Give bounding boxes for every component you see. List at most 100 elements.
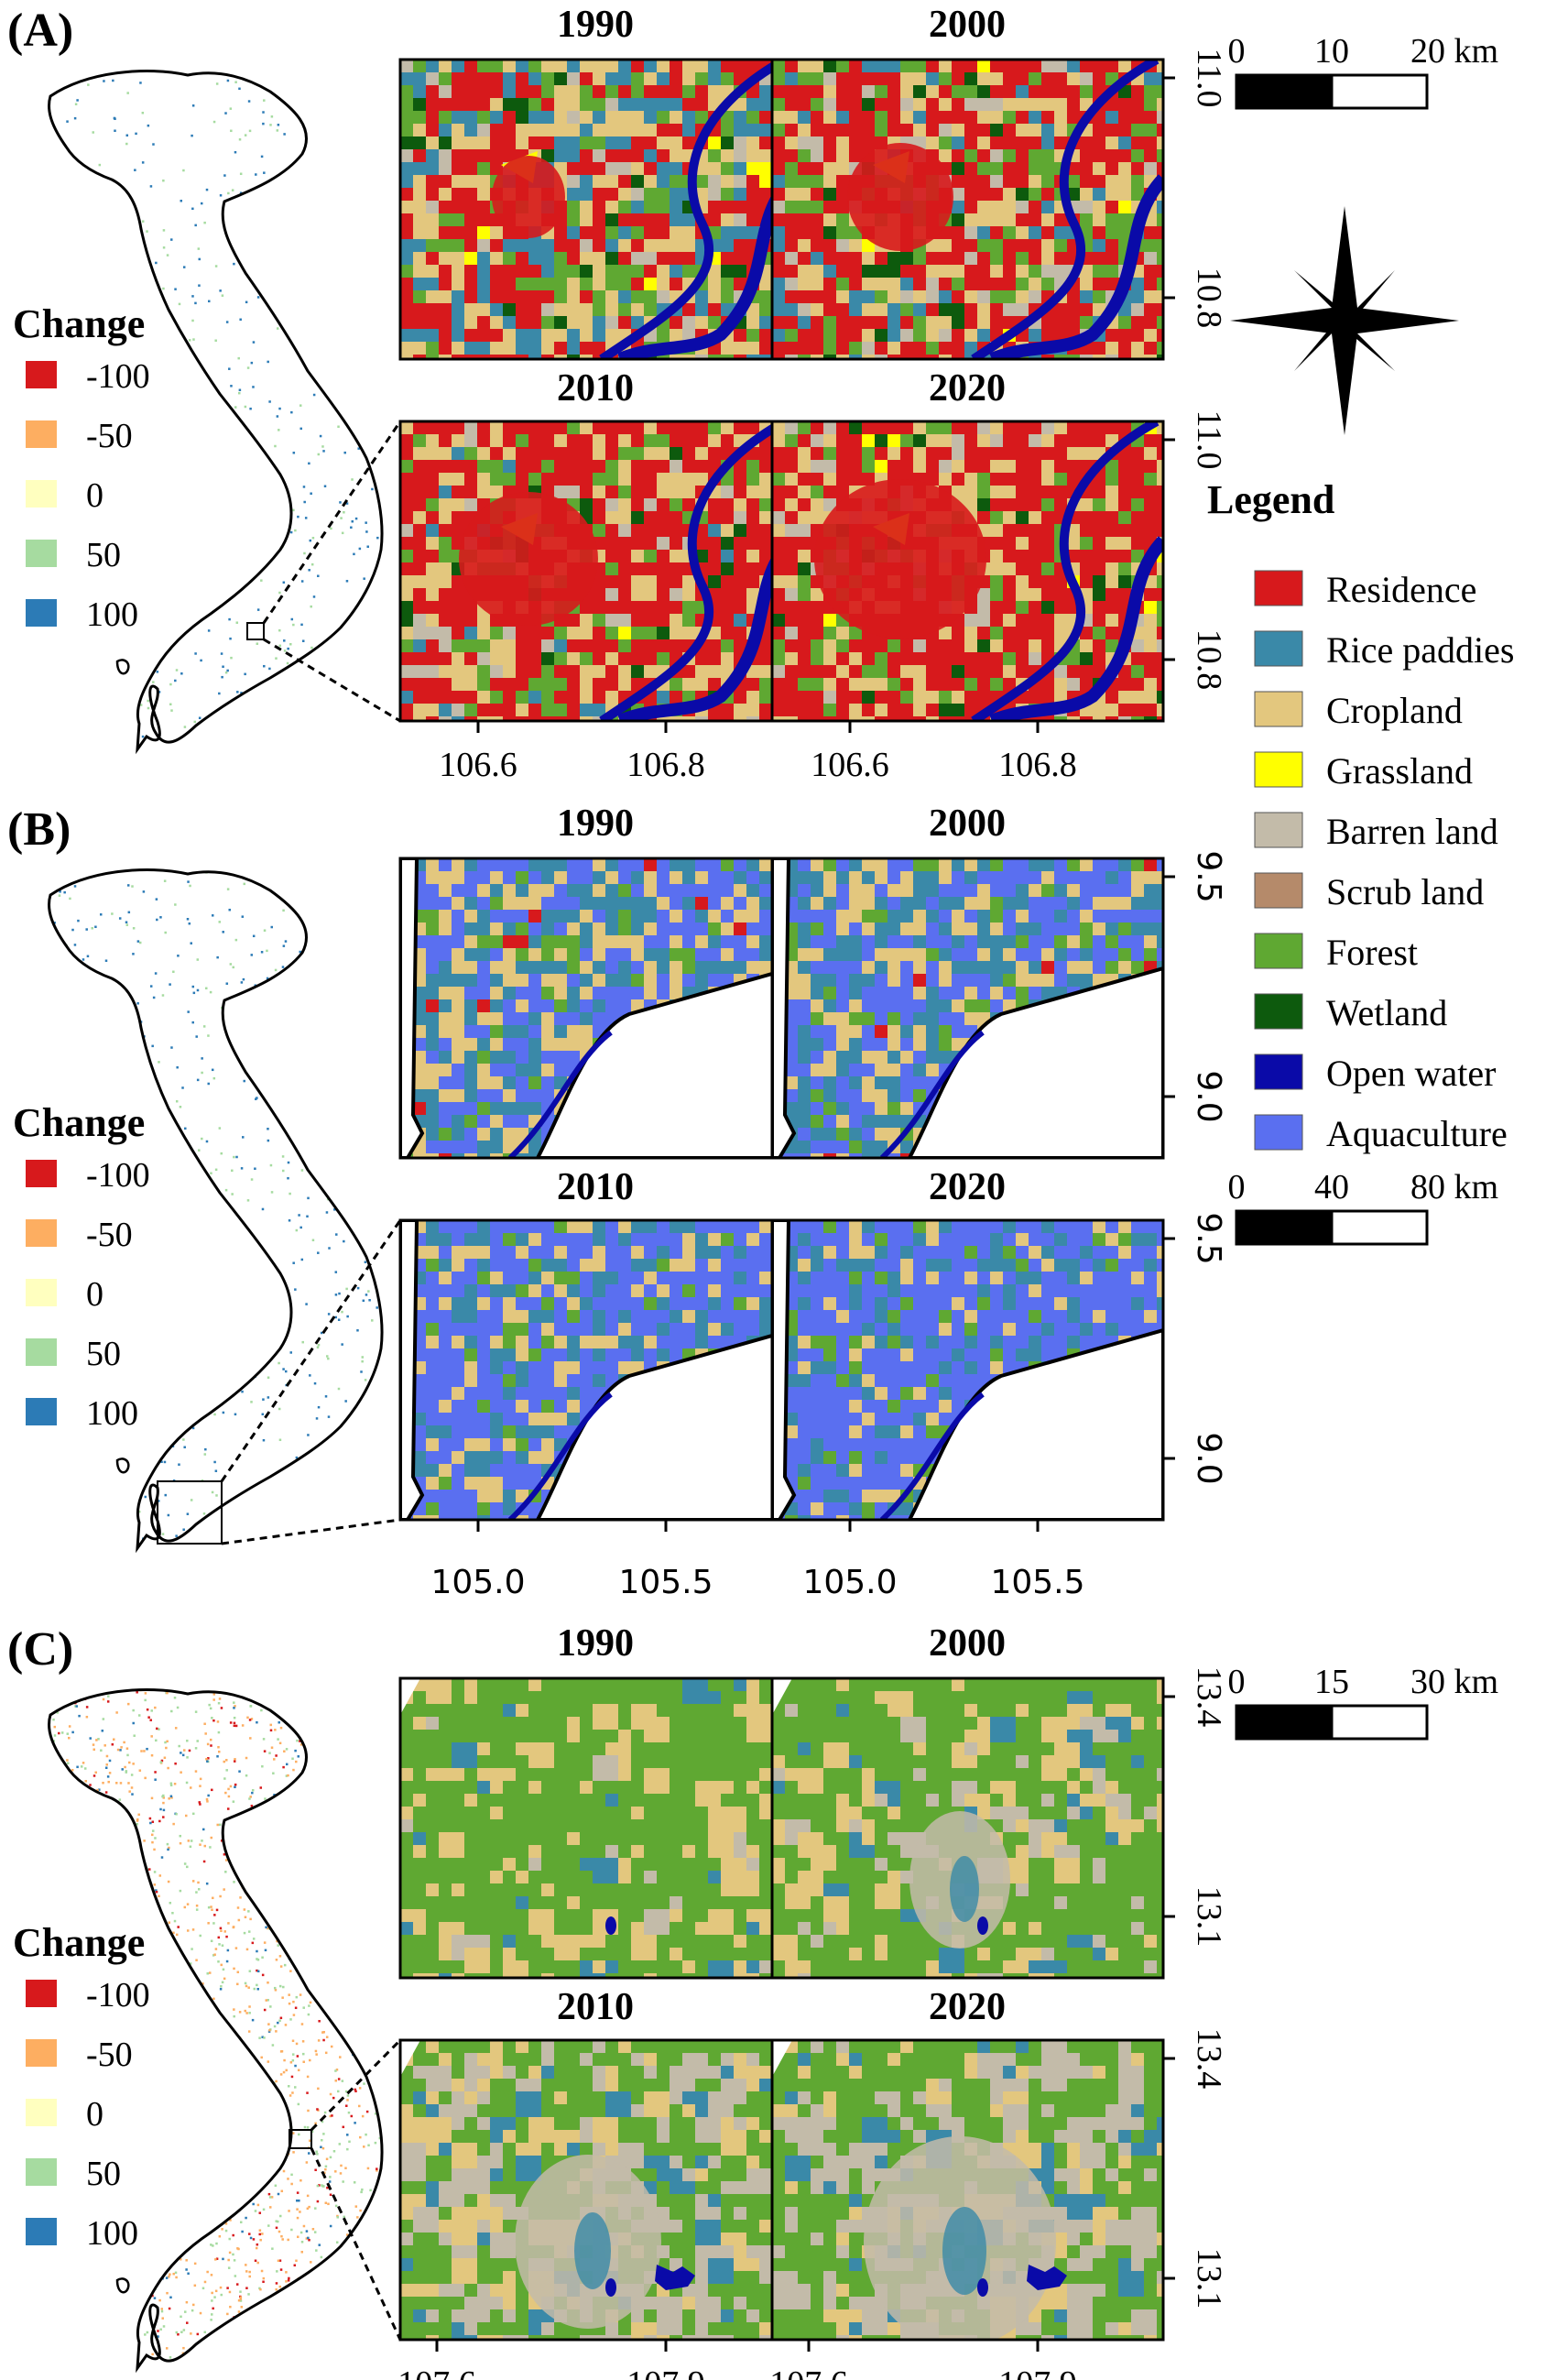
lat-tick-label: 13.4	[1190, 1666, 1228, 1728]
scale-bar-label: 0	[1228, 1168, 1246, 1206]
change-legend: Change -100 -50 0 50 100	[13, 1100, 150, 1433]
year-title: 1990	[557, 802, 634, 845]
panel-c: (C) 1990 2000 2010 2020 13.4 13.1 13.4 13.1 107.6…	[7, 1622, 1498, 2380]
year-title: 2010	[557, 367, 634, 409]
connector-line	[220, 1219, 402, 1482]
scale-bar: 0 40 80 km	[1228, 1168, 1498, 1246]
scale-bar-filled	[1235, 73, 1334, 110]
change-swatch	[26, 2158, 57, 2186]
lat-tick-label: 13.1	[1190, 2248, 1228, 2309]
change-legend-label: -100	[86, 1976, 150, 2014]
change-swatch	[26, 361, 57, 388]
scale-bar-empty	[1330, 1704, 1429, 1741]
change-legend-title: Change	[13, 1920, 145, 1965]
change-swatch	[26, 2039, 57, 2067]
lon-tick-label: 107.9	[626, 2364, 705, 2380]
year-title: 1990	[557, 1622, 634, 1665]
legend-swatch	[1254, 691, 1303, 727]
legend-swatch	[1254, 751, 1303, 788]
change-swatch	[26, 420, 57, 448]
lon-tick-label: 106.6	[811, 746, 889, 784]
scale-bar-label: 80 km	[1410, 1168, 1498, 1206]
lat-tick-label: 10.8	[1190, 629, 1228, 691]
extent-box	[246, 622, 265, 640]
map-2000	[770, 857, 1165, 1160]
change-legend-label: -100	[86, 1156, 150, 1195]
change-swatch	[26, 1279, 57, 1306]
map-2000	[770, 58, 1165, 361]
legend-label: Barren land	[1326, 811, 1498, 852]
change-legend-label: 0	[86, 476, 103, 515]
vietnam-outline	[48, 868, 384, 1554]
change-legend-label: 100	[86, 2214, 138, 2253]
lon-tick-label: 107.6	[397, 2364, 476, 2380]
change-swatch	[26, 1338, 57, 1366]
change-swatch	[26, 480, 57, 508]
year-title: 2000	[929, 1622, 1006, 1665]
lon-tick-label: 105.5	[618, 1564, 713, 1601]
change-legend-label: -50	[86, 1216, 133, 1254]
year-title: 2020	[929, 1986, 1006, 2028]
legend-label: Open water	[1326, 1053, 1496, 1094]
island-outline	[115, 2277, 130, 2294]
north-arrow-icon	[1230, 206, 1459, 435]
lon-tick-label: 106.6	[439, 746, 517, 784]
lon-tick-label: 107.6	[769, 2364, 848, 2380]
connector-line	[262, 420, 402, 624]
legend-label: Wetland	[1326, 992, 1447, 1033]
map-2010	[398, 2038, 793, 2342]
year-title: 2020	[929, 367, 1006, 409]
connector-line	[310, 2147, 402, 2341]
lat-tick-label: 9.0	[1190, 1432, 1227, 1484]
map-2020	[770, 1218, 1165, 1522]
lat-tick-label: 9.0	[1190, 1070, 1227, 1122]
lat-tick-label: 9.5	[1190, 1212, 1227, 1264]
map-1990	[398, 58, 793, 361]
extent-box	[289, 2129, 312, 2149]
change-swatch	[26, 540, 57, 567]
map-1990	[398, 1676, 793, 1980]
connector-line	[310, 2038, 402, 2132]
legend-swatch	[1254, 812, 1303, 848]
legend-swatch	[1254, 993, 1303, 1030]
legend-label: Cropland	[1326, 690, 1463, 731]
lon-tick-label: 105.0	[802, 1564, 897, 1601]
vietnam-change-map	[48, 69, 384, 755]
map-2010	[398, 1218, 793, 1522]
map-2020	[770, 2038, 1165, 2342]
scale-bar-label: 0	[1228, 1663, 1246, 1701]
scale-bar: 0 15 30 km	[1228, 1663, 1498, 1741]
connector-line	[263, 638, 401, 723]
scale-bar-label: 15	[1314, 1663, 1349, 1701]
vietnam-outline	[48, 69, 384, 755]
scale-bar-label: 20 km	[1410, 32, 1498, 71]
legend-swatch	[1254, 1114, 1303, 1151]
year-title: 2010	[557, 1986, 634, 2028]
legend-label: Aquaculture	[1326, 1113, 1508, 1154]
land-cover-legend: Legend Residence Rice paddies Cropland Grass…	[1207, 477, 1515, 1154]
legend-label: Forest	[1326, 932, 1418, 973]
map-2020	[770, 420, 1165, 723]
change-legend: Change -100 -50 0 50 100	[13, 1920, 150, 2253]
map-2010	[398, 420, 793, 723]
panel-label: (A)	[7, 5, 73, 57]
year-title: 2000	[929, 802, 1006, 845]
change-legend-label: 100	[86, 1394, 138, 1433]
change-legend-label: 0	[86, 2095, 103, 2134]
change-swatch	[26, 1219, 57, 1247]
legend-label: Grassland	[1326, 750, 1473, 792]
scale-bar-filled	[1235, 1704, 1334, 1741]
island-outline	[115, 1457, 130, 1474]
panel-label: (C)	[7, 1623, 73, 1676]
legend-label: Residence	[1326, 569, 1476, 610]
legend-swatch	[1254, 1054, 1303, 1090]
lat-tick-label: 11.0	[1190, 409, 1228, 469]
scale-bar-empty	[1330, 1209, 1429, 1246]
panel-b: (B) 1990 2000 2010 2020 9.5 9.0 9.5 9.0 105.0 105.…	[7, 802, 1498, 1601]
change-swatch	[26, 2099, 57, 2126]
change-swatch	[26, 2218, 57, 2245]
map-1990	[398, 857, 793, 1160]
change-swatch	[26, 1398, 57, 1425]
change-legend-label: 50	[86, 1335, 121, 1373]
panel-a: (A) 1990 2000 2010 2020 11.0 10.8 11.0 10.8 106.6…	[7, 4, 1498, 784]
